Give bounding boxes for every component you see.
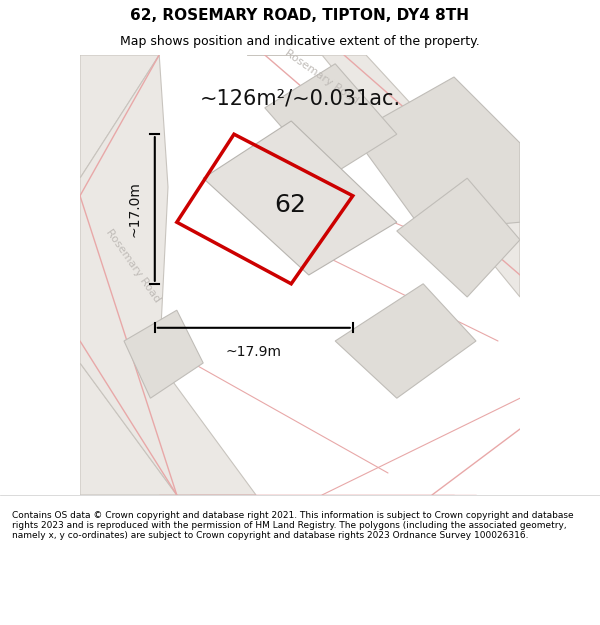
Polygon shape bbox=[353, 77, 520, 231]
Polygon shape bbox=[124, 310, 203, 398]
Polygon shape bbox=[335, 284, 476, 398]
Polygon shape bbox=[265, 64, 397, 178]
Text: Contains OS data © Crown copyright and database right 2021. This information is : Contains OS data © Crown copyright and d… bbox=[12, 511, 574, 541]
Polygon shape bbox=[80, 363, 177, 495]
Text: Map shows position and indicative extent of the property.: Map shows position and indicative extent… bbox=[120, 35, 480, 48]
Polygon shape bbox=[80, 55, 159, 178]
Polygon shape bbox=[397, 178, 520, 297]
Polygon shape bbox=[203, 121, 397, 275]
Polygon shape bbox=[80, 55, 256, 495]
Text: 62, ROSEMARY ROAD, TIPTON, DY4 8TH: 62, ROSEMARY ROAD, TIPTON, DY4 8TH bbox=[131, 8, 470, 23]
Text: ~17.0m: ~17.0m bbox=[128, 181, 142, 237]
Text: ~126m²/~0.031ac.: ~126m²/~0.031ac. bbox=[199, 89, 401, 109]
Text: ~17.9m: ~17.9m bbox=[226, 345, 282, 359]
Polygon shape bbox=[247, 55, 520, 297]
Text: 62: 62 bbox=[274, 192, 306, 217]
Text: Rosemary Road: Rosemary Road bbox=[283, 48, 361, 106]
Text: Rosemary Road: Rosemary Road bbox=[104, 228, 162, 305]
